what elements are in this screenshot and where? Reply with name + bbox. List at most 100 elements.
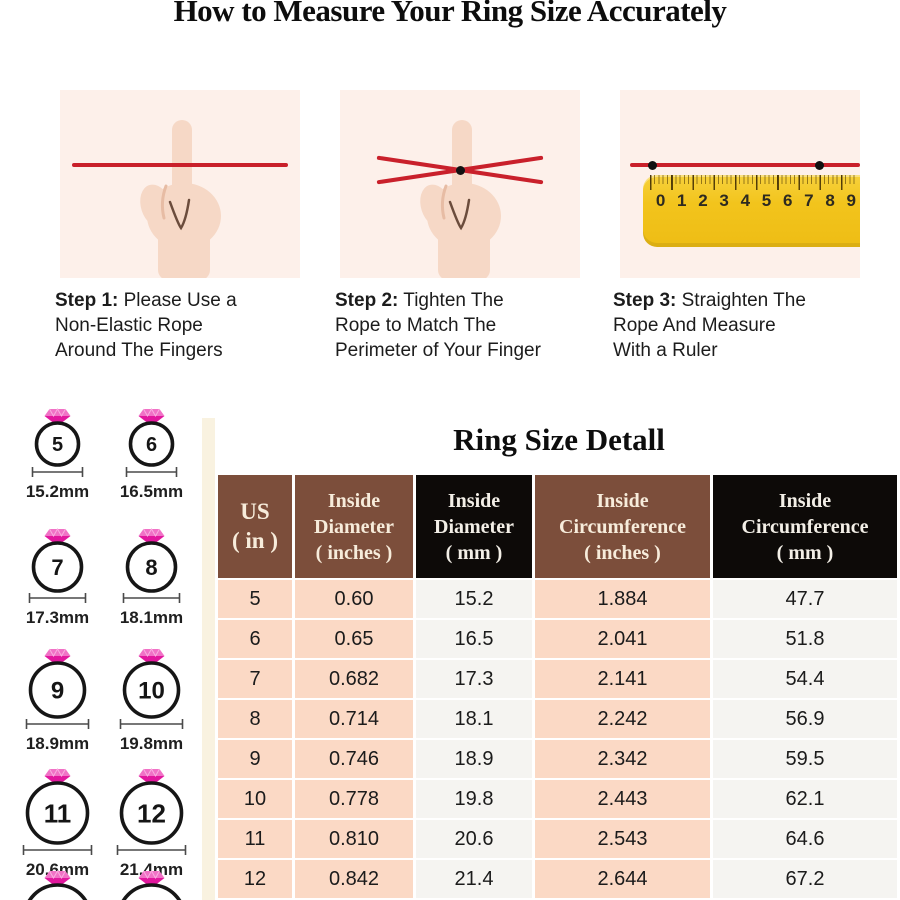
table-title: Ring Size Detall	[453, 422, 665, 457]
divider-strip	[202, 418, 215, 900]
table-cell: 0.842	[295, 860, 413, 898]
ring-icon: 9	[25, 648, 90, 729]
table-cell: 56.9	[713, 700, 897, 738]
ruler-number: 3	[719, 191, 729, 210]
table-cell: 0.682	[295, 660, 413, 698]
diamond-icon	[44, 769, 71, 776]
hand-icon	[140, 120, 221, 278]
step-2-image	[340, 90, 580, 278]
ring-size-gauges: 5 15.2mm 6 16.5mm 7 17.3mm 8 18.1mm 9 18…	[0, 400, 202, 900]
diamond-icon	[44, 409, 71, 416]
table-cell: 2.242	[535, 700, 710, 738]
step-2-text: Tighten The Rope to Match The Perimeter …	[335, 290, 541, 361]
table-cell: 10	[218, 780, 292, 818]
ring-size-number: 12	[137, 798, 166, 828]
table-cell: 51.8	[713, 620, 897, 658]
table-cell: 1.884	[535, 580, 710, 618]
table-header-cell: US ( in )	[218, 475, 292, 578]
ring-gauge: 8 18.1mm	[104, 528, 199, 628]
table-cell: 59.5	[713, 740, 897, 778]
rope-line-icon	[72, 163, 288, 167]
table-cell: 47.7	[713, 580, 897, 618]
ruler-number: 7	[804, 191, 814, 210]
ring-size-table: US ( in ) Inside Diameter ( inches ) Insid…	[218, 475, 897, 900]
ring-icon: 6	[125, 408, 178, 477]
ring-gauge: 6 16.5mm	[104, 408, 199, 502]
table-cell: 18.9	[416, 740, 532, 778]
table-header-cell: Inside Circumference ( mm )	[713, 475, 897, 578]
table-cell: 9	[218, 740, 292, 778]
step-2-caption: Step 2: Tighten The Rope to Match The Pe…	[335, 288, 603, 363]
table-cell: 18.1	[416, 700, 532, 738]
table-cell: 2.342	[535, 740, 710, 778]
table-cell: 7	[218, 660, 292, 698]
table-cell: 67.2	[713, 860, 897, 898]
table-cell: 16.5	[416, 620, 532, 658]
table-cell: 5	[218, 580, 292, 618]
ring-icon: 10	[119, 648, 184, 729]
rope-knot-dot	[456, 166, 465, 175]
ruler-number: 8	[825, 191, 835, 210]
table-cell: 19.8	[416, 780, 532, 818]
ring-size-number: 8	[145, 555, 157, 580]
table-cell: 54.4	[713, 660, 897, 698]
diamond-icon	[44, 871, 71, 878]
ring-mm-label: 21.4mm	[119, 860, 184, 879]
step-1-caption: Step 1: Please Use a Non-Elastic Rope Ar…	[55, 288, 323, 363]
ring-icon: 7	[28, 528, 87, 603]
ring-icon: 5	[31, 408, 84, 477]
table-cell: 2.443	[535, 780, 710, 818]
table-cell: 2.644	[535, 860, 710, 898]
ring-icon	[27, 870, 88, 900]
ring-mm-label: 16.5mm	[119, 482, 184, 501]
ruler-number: 1	[677, 191, 687, 210]
measure-end-dot	[815, 161, 824, 170]
ring-size-number: 9	[51, 678, 64, 705]
ring-icon: 11	[22, 768, 93, 855]
ring-icon: 12	[116, 768, 187, 855]
table-cell: 6	[218, 620, 292, 658]
ruler-number: 2	[698, 191, 708, 210]
step-2-label: Step 2:	[335, 290, 399, 311]
ring-size-number: 6	[146, 434, 157, 456]
ring-mm-label: 18.9mm	[25, 734, 90, 753]
ring-size-number: 5	[52, 434, 63, 456]
ruler-major-ticks	[650, 175, 858, 190]
ring-mm-label: 18.1mm	[119, 608, 184, 627]
table-cell: 0.60	[295, 580, 413, 618]
table-cell: 20.6	[416, 820, 532, 858]
table-cell: 2.041	[535, 620, 710, 658]
ruler-number: 6	[782, 191, 793, 210]
table-cell: 8	[218, 700, 292, 738]
table-cell: 21.4	[416, 860, 532, 898]
ring-mm-label: 17.3mm	[25, 608, 90, 627]
ring-gauge: 12 21.4mm	[104, 768, 199, 880]
step-1-text: Please Use a Non-Elastic Rope Around The…	[55, 290, 237, 361]
table-cell: 11	[218, 820, 292, 858]
ring-mm-label: 15.2mm	[25, 482, 90, 501]
diamond-icon	[138, 871, 165, 878]
table-header-cell: Inside Circumference ( inches )	[535, 475, 710, 578]
measure-start-dot	[648, 161, 657, 170]
diamond-icon	[44, 649, 71, 656]
ring-size-number: 11	[44, 798, 72, 828]
rope-line-icon	[630, 163, 860, 167]
diamond-icon	[138, 649, 165, 656]
table-cell: 0.810	[295, 820, 413, 858]
step-1-image	[60, 90, 300, 278]
table-cell: 2.141	[535, 660, 710, 698]
ring-gauge: 5 15.2mm	[10, 408, 105, 502]
ring-gauge: 9 18.9mm	[10, 648, 105, 754]
table-header-cell: Inside Diameter ( mm )	[416, 475, 532, 578]
ring-size-number: 7	[51, 555, 63, 580]
diamond-icon	[138, 409, 165, 416]
table-cell: 0.778	[295, 780, 413, 818]
hand-icon	[420, 120, 501, 278]
ring-gauge: 11 20.6mm	[10, 768, 105, 880]
diamond-icon	[138, 529, 165, 536]
ring-mm-label: 19.8mm	[119, 734, 184, 753]
step-3-text: Straighten The Rope And Measure With a R…	[613, 290, 806, 361]
ring-icon: 8	[122, 528, 181, 603]
table-cell: 0.714	[295, 700, 413, 738]
